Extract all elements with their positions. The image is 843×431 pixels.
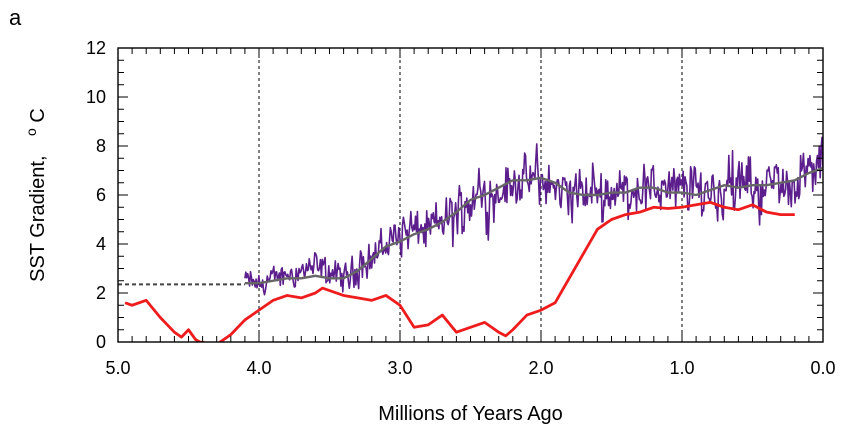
tick-layer: 0 2 4 6 8 10 12 5.0 4.0 3.0 2.0 1.0 0.0 — [86, 38, 836, 378]
series-layer — [118, 136, 823, 342]
grid-layer — [258, 48, 683, 342]
y-axis-label: SST Gradient, o C — [19, 108, 49, 282]
series-line-smoothed-mean — [244, 166, 823, 285]
x-tick-label: 5.0 — [105, 358, 130, 378]
x-tick-label: 3.0 — [387, 358, 412, 378]
y-axis-label-unit-superscript: o — [23, 128, 39, 136]
y-tick-label: 2 — [96, 283, 106, 303]
x-tick-label: 1.0 — [669, 358, 694, 378]
y-axis-label-unit: C — [27, 108, 49, 122]
y-tick-label: 4 — [96, 234, 106, 254]
x-axis-label: Millions of Years Ago — [378, 403, 563, 425]
y-tick-label: 12 — [86, 38, 106, 58]
plot-frame — [117, 47, 824, 343]
y-axis-label-group: SST Gradient, o C — [19, 108, 49, 282]
y-tick-label: 8 — [96, 136, 106, 156]
series-line-red — [124, 200, 795, 342]
frame-layer — [117, 47, 824, 343]
y-tick-label: 10 — [86, 87, 106, 107]
x-tick-label: 4.0 — [246, 358, 271, 378]
x-tick-label: 0.0 — [810, 358, 835, 378]
x-tick-label: 2.0 — [528, 358, 553, 378]
series-line-proxy-record — [244, 136, 823, 296]
label-layer: Millions of Years Ago SST Gradient, o C — [19, 108, 563, 425]
y-axis-label-text: SST Gradient, — [27, 156, 49, 282]
y-tick-label: 6 — [96, 185, 106, 205]
panel-label: a — [9, 5, 22, 30]
y-tick-label: 0 — [96, 332, 106, 352]
